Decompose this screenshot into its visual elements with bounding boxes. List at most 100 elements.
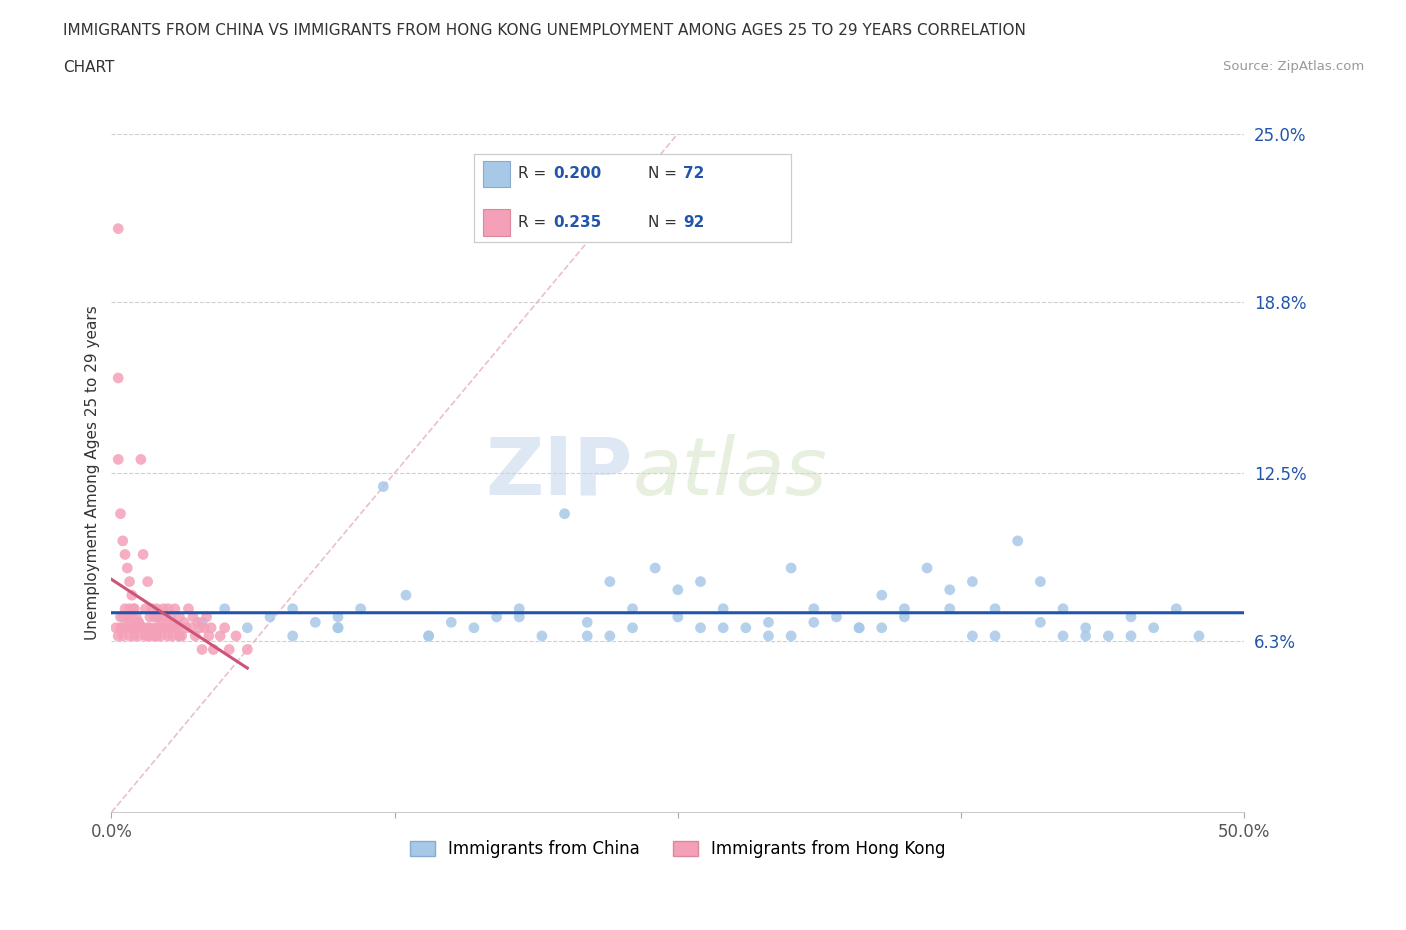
Point <box>225 629 247 644</box>
Point <box>281 629 304 644</box>
Point <box>159 609 181 624</box>
Point <box>134 629 156 644</box>
Point <box>666 609 689 624</box>
Point <box>118 629 141 644</box>
Point <box>150 629 173 644</box>
Point <box>141 602 163 617</box>
Point <box>145 629 167 644</box>
Point <box>202 642 225 657</box>
Point <box>373 479 395 494</box>
Point <box>758 629 780 644</box>
Point <box>159 620 181 635</box>
Point <box>121 620 143 635</box>
Point <box>162 629 184 644</box>
Point <box>1119 609 1142 624</box>
Point <box>281 602 304 617</box>
Point <box>191 642 214 657</box>
Point <box>508 609 530 624</box>
Point <box>1119 629 1142 644</box>
Point <box>186 615 208 630</box>
Point <box>145 602 167 617</box>
Point <box>132 620 155 635</box>
Point <box>110 620 132 635</box>
Point <box>136 620 159 635</box>
Point <box>118 615 141 630</box>
Point <box>1074 620 1097 635</box>
Point <box>915 561 938 576</box>
Point <box>530 629 553 644</box>
Point <box>136 629 159 644</box>
Point <box>139 620 162 635</box>
Point <box>188 620 211 635</box>
Y-axis label: Unemployment Among Ages 25 to 29 years: Unemployment Among Ages 25 to 29 years <box>86 306 100 641</box>
Point <box>145 609 167 624</box>
Point <box>870 620 893 635</box>
Point <box>938 582 960 597</box>
Point <box>893 602 915 617</box>
Point <box>803 615 825 630</box>
Point <box>689 574 711 589</box>
Point <box>157 620 180 635</box>
Point <box>1007 534 1029 549</box>
Point <box>111 609 134 624</box>
Point <box>554 506 576 521</box>
Point <box>803 602 825 617</box>
Point <box>152 620 174 635</box>
Point <box>157 602 180 617</box>
Point <box>209 629 232 644</box>
Text: ZIP: ZIP <box>485 434 633 512</box>
Point <box>236 642 259 657</box>
Point <box>193 620 215 635</box>
Point <box>132 547 155 562</box>
Point <box>214 620 236 635</box>
Point <box>134 602 156 617</box>
Point <box>1188 629 1211 644</box>
Point <box>155 620 177 635</box>
Point <box>141 629 163 644</box>
Point <box>1166 602 1188 617</box>
Point <box>236 620 259 635</box>
Point <box>139 609 162 624</box>
Point <box>1143 620 1166 635</box>
Point <box>599 574 621 589</box>
Point <box>1052 629 1074 644</box>
Point <box>938 602 960 617</box>
Point <box>177 602 200 617</box>
Point <box>259 609 281 624</box>
Point <box>644 561 666 576</box>
Point <box>711 602 734 617</box>
Point <box>169 609 191 624</box>
Point <box>962 629 984 644</box>
Point <box>181 609 204 624</box>
Point <box>962 574 984 589</box>
Point <box>114 620 136 635</box>
Point <box>870 588 893 603</box>
Point <box>418 629 440 644</box>
Text: Source: ZipAtlas.com: Source: ZipAtlas.com <box>1223 60 1364 73</box>
Point <box>125 609 148 624</box>
Point <box>984 602 1007 617</box>
Point <box>395 588 418 603</box>
Point <box>148 620 170 635</box>
Point <box>114 602 136 617</box>
Point <box>163 602 186 617</box>
Point <box>173 615 195 630</box>
Point <box>326 609 349 624</box>
Point <box>780 561 803 576</box>
Point <box>118 602 141 617</box>
Point <box>326 620 349 635</box>
Point <box>143 609 166 624</box>
Point <box>893 609 915 624</box>
Point <box>125 620 148 635</box>
Point <box>157 629 180 644</box>
Point <box>180 620 202 635</box>
Point <box>848 620 870 635</box>
Point <box>621 602 644 617</box>
Point <box>214 602 236 617</box>
Point <box>1097 629 1119 644</box>
Point <box>136 574 159 589</box>
Point <box>350 602 373 617</box>
Point <box>128 615 150 630</box>
Point <box>107 370 129 385</box>
Point <box>117 620 139 635</box>
